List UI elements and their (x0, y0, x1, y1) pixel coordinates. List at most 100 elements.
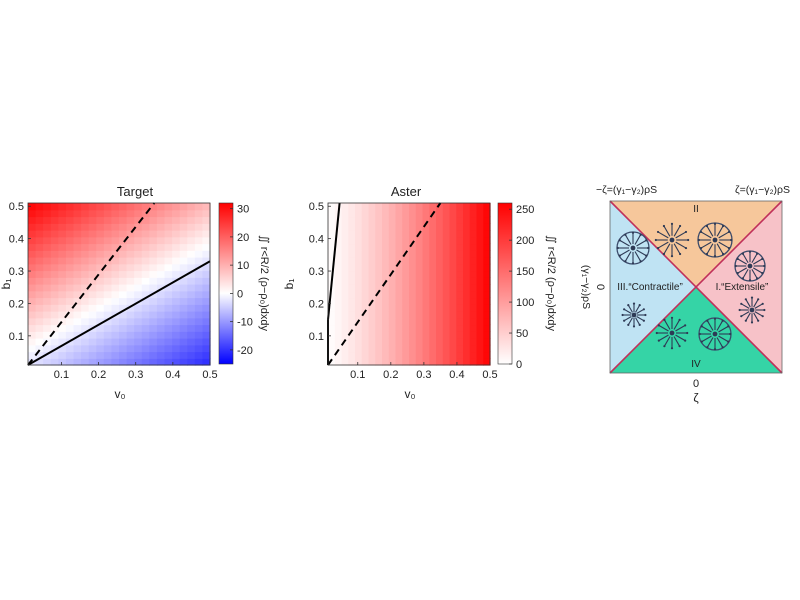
heatmap-cell (58, 338, 67, 346)
heatmap-cell (65, 243, 75, 251)
heatmap-cell (194, 324, 204, 332)
heatmap-cell (469, 311, 478, 319)
heatmap-cell (172, 358, 181, 366)
aster-y-ticks: 0.1 0.2 0.3 0.4 0.5 (309, 201, 331, 343)
heatmap-cell (73, 209, 82, 218)
heatmap-cell (126, 209, 135, 218)
heatmap-cell (402, 338, 410, 346)
heatmap-cell (355, 203, 363, 211)
heatmap-cell (187, 270, 196, 278)
heatmap-cell (96, 277, 105, 285)
heatmap-cell (402, 216, 410, 224)
heatmap-cell (382, 257, 390, 265)
heatmap-cell (81, 344, 90, 353)
heatmap-cell (103, 277, 113, 285)
heatmap-cell (43, 209, 52, 218)
heatmap-cell (328, 236, 336, 245)
heatmap-cell (429, 317, 437, 326)
heatmap-cell (58, 344, 67, 353)
heatmap-cell (456, 257, 464, 265)
heatmap-cell (375, 297, 383, 305)
heatmap-cell (422, 311, 430, 319)
heatmap-cell (341, 203, 349, 211)
heatmap-cell (179, 236, 188, 245)
heatmap-cell (395, 277, 403, 285)
heatmap-cell (442, 277, 451, 285)
heatmap-cell (156, 297, 166, 305)
heatmap-cell (361, 250, 370, 258)
heatmap-cell (126, 338, 135, 346)
left-axis-label: (γ₁−γ₂)ρS (580, 265, 592, 309)
heatmap-cell (469, 277, 478, 285)
heatmap-cell (81, 351, 90, 359)
heatmap-cell (65, 209, 75, 218)
y-tick-label: 0.1 (309, 331, 324, 343)
heatmap-cell (429, 203, 437, 211)
heatmap-cell (35, 344, 44, 353)
heatmap-cell (202, 338, 211, 346)
heatmap-cell (334, 344, 343, 353)
heatmap-cell (361, 304, 370, 312)
heatmap-cell (402, 324, 410, 332)
heatmap-cell (28, 203, 37, 211)
heatmap-cell (395, 297, 403, 305)
heatmap-cell (388, 284, 397, 292)
heatmap-cell (341, 263, 349, 272)
heatmap-cell (119, 277, 128, 285)
heatmap-cell (58, 304, 67, 312)
heatmap-cell (388, 223, 397, 231)
heatmap-cell (65, 304, 75, 312)
heatmap-cell (436, 243, 444, 251)
heatmap-cell (179, 297, 188, 305)
heatmap-cell (429, 236, 437, 245)
heatmap-cell (402, 263, 410, 272)
heatmap-cell (402, 344, 410, 353)
x-tick-label: 0.1 (350, 369, 365, 381)
heatmap-cell (164, 209, 173, 218)
heatmap-cell (103, 230, 113, 238)
heatmap-cell (187, 304, 196, 312)
heatmap-cell (65, 257, 75, 265)
heatmap-cell (164, 270, 173, 278)
heatmap-cell (348, 331, 356, 339)
x-tick-label: 0.2 (91, 369, 106, 381)
heatmap-cell (65, 284, 75, 292)
heatmap-cell (469, 250, 478, 258)
top-right-label: ζ=(γ₁−γ₂)ρS (735, 184, 790, 196)
heatmap-cell (436, 250, 444, 258)
heatmap-cell (328, 250, 336, 258)
heatmap-cell (88, 290, 97, 299)
heatmap-cell (402, 331, 410, 339)
aster-icon (654, 222, 690, 258)
heatmap-cell (187, 344, 196, 353)
heatmap-cell (96, 223, 105, 231)
heatmap-cell (415, 317, 424, 326)
heatmap-cell (476, 230, 484, 238)
heatmap-cell (81, 358, 90, 366)
heatmap-cell (334, 331, 343, 339)
heatmap-cell (58, 216, 67, 224)
heatmap-cell (96, 263, 105, 272)
heatmap-cell (134, 216, 143, 224)
heatmap-cell (476, 270, 484, 278)
heatmap-cell (483, 270, 491, 278)
heatmap-cell (449, 351, 457, 359)
heatmap-cell (43, 304, 52, 312)
heatmap-cell (149, 250, 158, 258)
heatmap-cell (164, 290, 173, 299)
heatmap-cell (103, 358, 113, 366)
heatmap-cell (43, 250, 52, 258)
heatmap-cell (395, 338, 403, 346)
heatmap-cell (28, 317, 37, 326)
heatmap-cell (164, 230, 173, 238)
heatmap-cell (334, 223, 343, 231)
heatmap-cell (119, 351, 128, 359)
heatmap-cell (382, 324, 390, 332)
heatmap-cell (341, 317, 349, 326)
heatmap-cell (483, 304, 491, 312)
heatmap-cell (103, 203, 113, 211)
aster-icon (621, 302, 647, 328)
heatmap-cell (388, 203, 397, 211)
heatmap-cell (164, 324, 173, 332)
heatmap-cell (194, 216, 204, 224)
